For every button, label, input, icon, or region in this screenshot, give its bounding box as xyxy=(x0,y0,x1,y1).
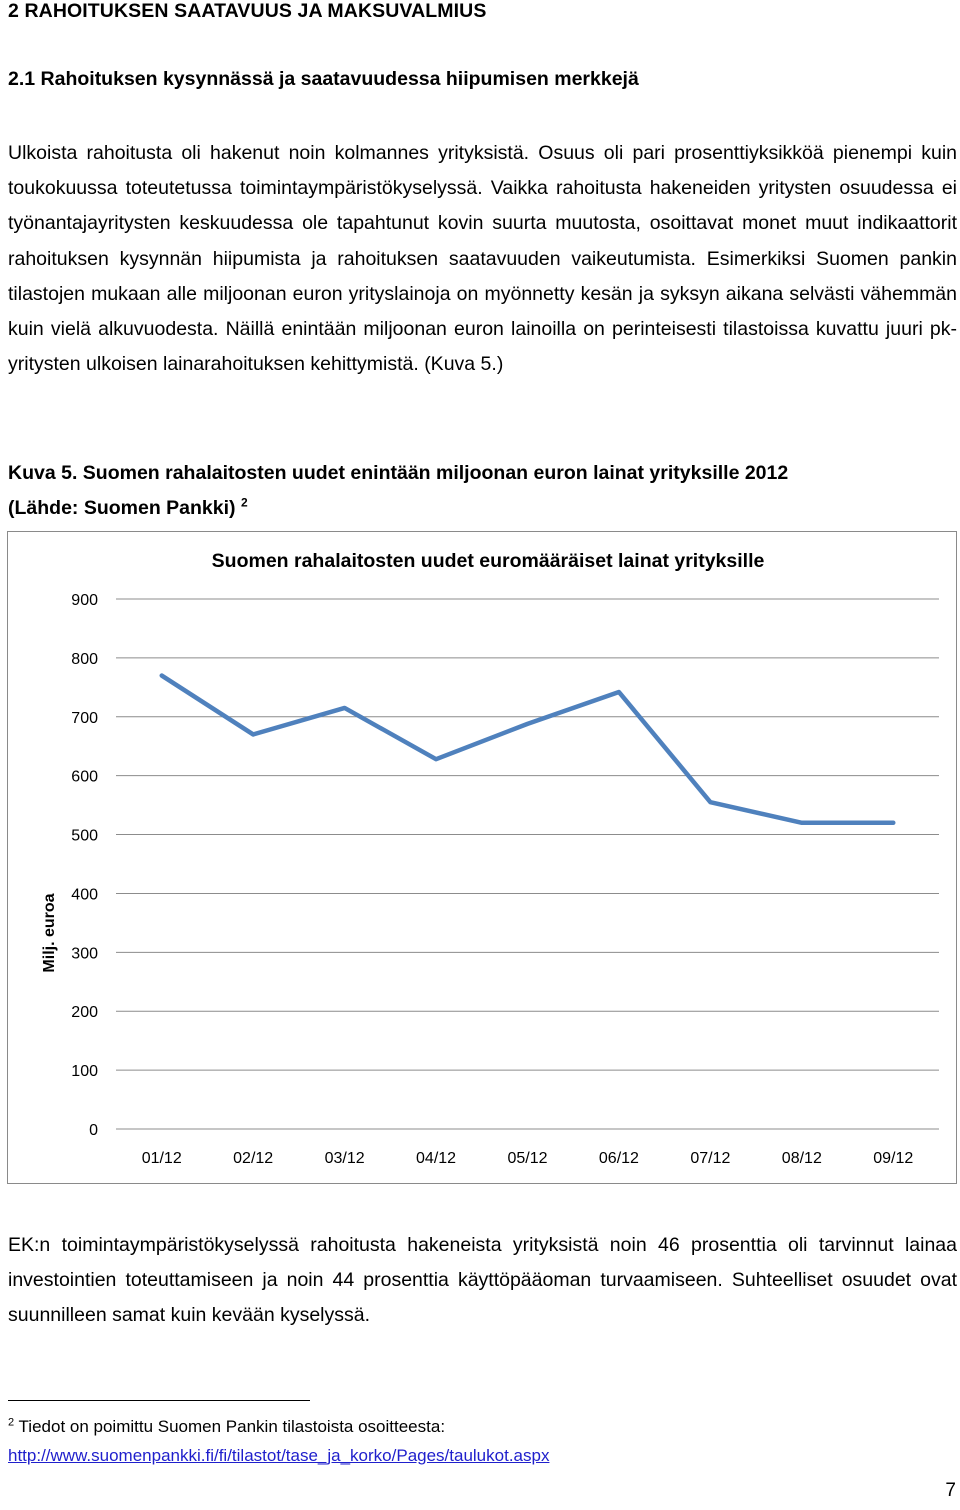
figure-caption-line1: Kuva 5. Suomen rahalaitosten uudet enint… xyxy=(8,462,789,484)
page-number: 7 xyxy=(945,1480,956,1501)
y-tick-label: 200 xyxy=(71,1004,98,1021)
footnote-text: Tiedot on poimittu Suomen Pankin tilasto… xyxy=(18,1417,446,1436)
footnote: 2 Tiedot on poimittu Suomen Pankin tilas… xyxy=(8,1412,549,1470)
x-tick-label: 05/12 xyxy=(507,1150,547,1167)
footnote-text-line: 2 Tiedot on poimittu Suomen Pankin tilas… xyxy=(8,1412,549,1441)
x-tick-label: 04/12 xyxy=(416,1150,456,1167)
paragraph-1: Ulkoista rahoitusta oli hakenut noin kol… xyxy=(8,142,957,376)
y-tick-label: 300 xyxy=(71,945,98,962)
paragraph-2: EK:n toimintaympäristökyselyssä rahoitus… xyxy=(8,1234,957,1327)
x-tick-label: 06/12 xyxy=(599,1150,639,1167)
x-tick-label: 08/12 xyxy=(782,1150,822,1167)
y-tick-label: 600 xyxy=(71,769,98,786)
x-tick-label: 03/12 xyxy=(325,1150,365,1167)
series-line xyxy=(159,673,896,826)
footnote-number: 2 xyxy=(8,1416,15,1429)
chart-frame: 0 100 200 300 400 500 600 700 800 900 01/12 02/12 03… xyxy=(7,531,957,1184)
x-tick-label: 01/12 xyxy=(142,1150,182,1167)
y-tick-label: 800 xyxy=(71,651,98,668)
y-tick-label: 400 xyxy=(71,886,98,903)
section-title: 2 RAHOITUKSEN SAATAVUUS JA MAKSUVALMIUS xyxy=(8,0,487,22)
footnote-divider xyxy=(8,1400,310,1401)
subsection-title: 2.1 Rahoituksen kysynnässä ja saatavuude… xyxy=(8,68,639,90)
x-tick-label: 07/12 xyxy=(690,1150,730,1167)
line-chart: 0 100 200 300 400 500 600 700 800 900 01/12 02/12 03… xyxy=(41,550,939,1167)
footnote-link[interactable]: http://www.suomenpankki.fi/fi/tilastot/t… xyxy=(8,1446,550,1465)
x-tick-label: 02/12 xyxy=(233,1150,273,1167)
y-tick-label: 700 xyxy=(71,710,98,727)
y-tick-label: 500 xyxy=(71,828,98,845)
figure-caption-line2: (Lähde: Suomen Pankki) xyxy=(8,497,236,519)
figure-caption-line2-wrap: (Lähde: Suomen Pankki) 2 xyxy=(8,491,957,526)
x-tick-label: 09/12 xyxy=(873,1150,913,1167)
y-tick-label: 0 xyxy=(89,1122,98,1139)
figure-caption: Kuva 5. Suomen rahalaitosten uudet enint… xyxy=(8,456,957,526)
chart-title: Suomen rahalaitosten uudet euromääräiset… xyxy=(212,550,765,572)
y-tick-label: 900 xyxy=(71,592,98,609)
y-tick-label: 100 xyxy=(71,1063,98,1080)
y-axis-label: Milj. euroa xyxy=(41,893,58,972)
footnote-ref: 2 xyxy=(240,495,248,510)
